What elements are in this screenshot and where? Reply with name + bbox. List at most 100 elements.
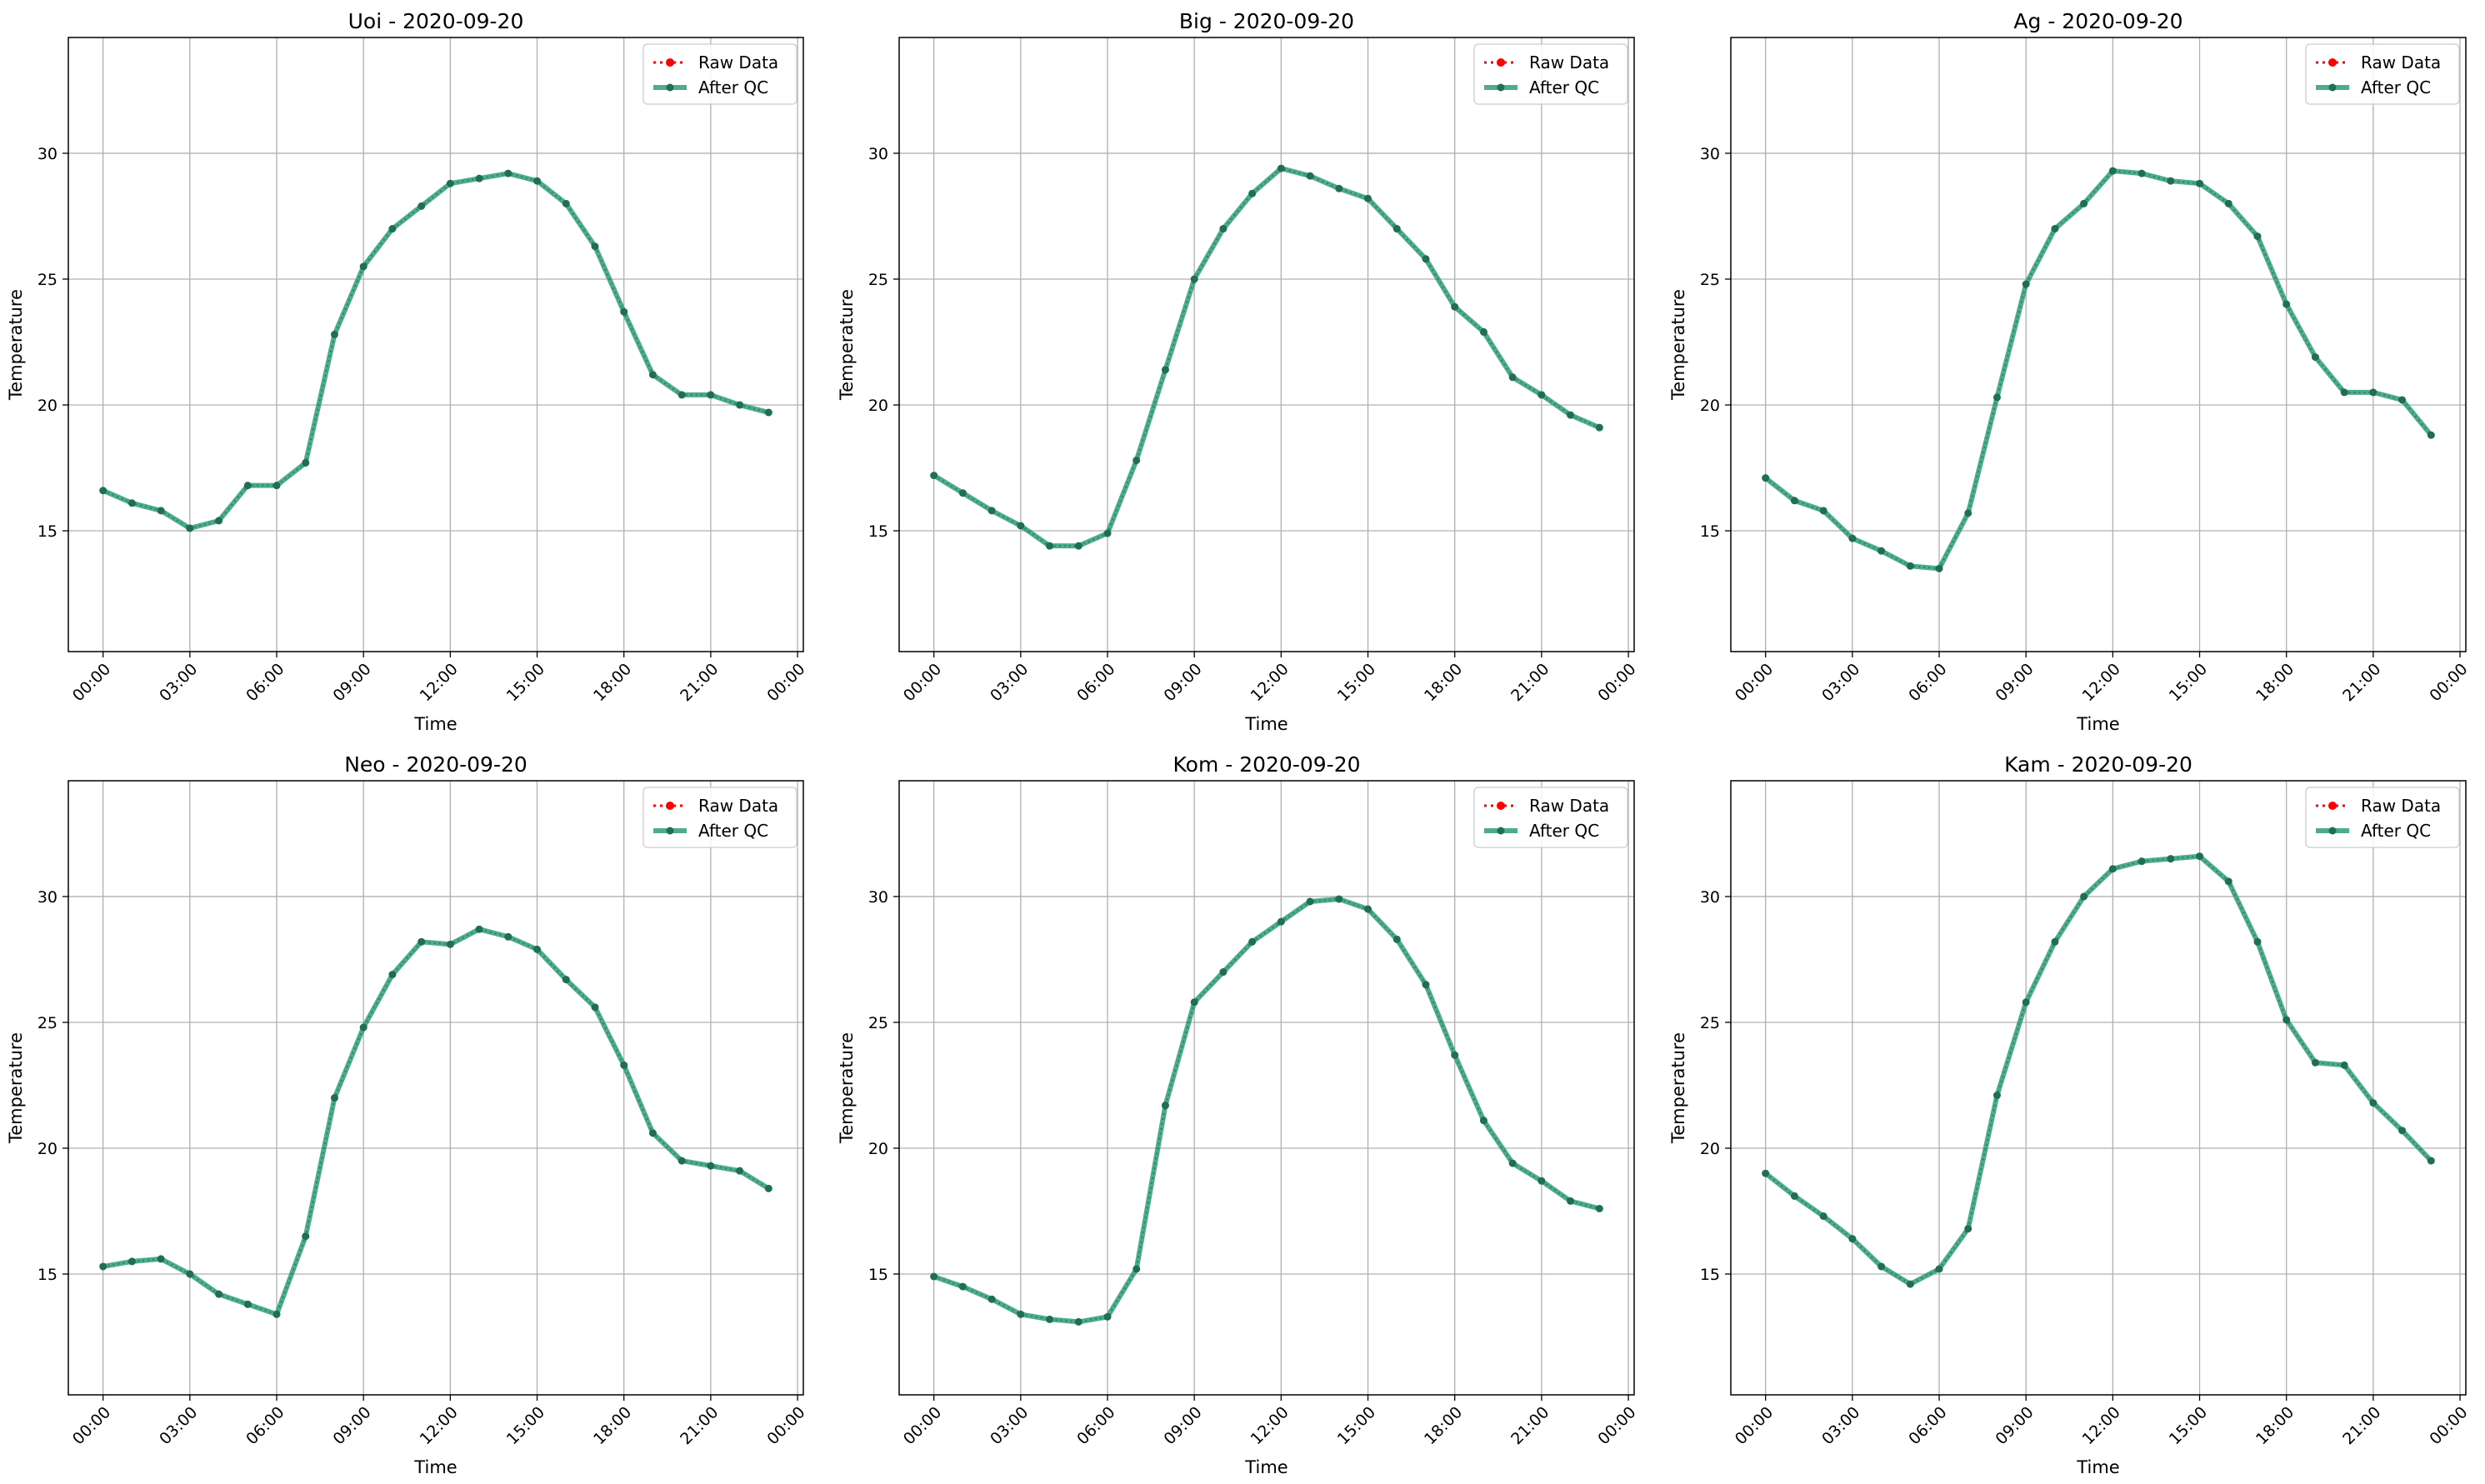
y-axis-label: Temperature	[1668, 289, 1688, 401]
point-raw-data	[2052, 227, 2057, 231]
point-raw-data	[2168, 179, 2172, 183]
point-raw-data	[2342, 1063, 2347, 1067]
legend: Raw Data After QC	[1473, 787, 1628, 848]
y-tick-label: 20	[868, 1140, 888, 1158]
point-raw-data	[1395, 937, 1399, 942]
legend: Raw Data After QC	[2305, 787, 2460, 848]
point-raw-data	[2371, 390, 2375, 394]
x-tick-label: 18:00	[1421, 1403, 1466, 1448]
legend: Raw Data After QC	[642, 787, 798, 848]
series-line-raw-data	[1765, 855, 2432, 1286]
y-tick-label: 30	[38, 888, 58, 907]
point-raw-data	[246, 1302, 250, 1307]
point-raw-data	[651, 1131, 655, 1135]
point-raw-data	[1511, 1162, 1515, 1166]
x-tick-label: 09:00	[1160, 660, 1205, 705]
x-tick-label: 06:00	[242, 660, 288, 705]
x-tick-label: 15:00	[1334, 660, 1379, 705]
series-line-raw-data	[933, 167, 1600, 547]
x-tick-label: 03:00	[987, 1403, 1032, 1448]
x-tick-label: 21:00	[677, 1403, 722, 1448]
point-raw-data	[1337, 187, 1341, 191]
point-raw-data	[680, 1159, 684, 1163]
legend-after-qc-label: After QC	[1529, 821, 1599, 841]
point-raw-data	[1163, 1103, 1168, 1107]
point-raw-data	[1482, 1118, 1486, 1122]
point-raw-data	[130, 501, 134, 505]
x-tick-label: 06:00	[1073, 660, 1118, 705]
axes-frame	[898, 780, 1635, 1396]
x-tick-label: 21:00	[677, 660, 722, 705]
point-raw-data	[2342, 390, 2347, 394]
legend-raw-data-label: Raw Data	[698, 796, 778, 816]
point-raw-data	[448, 942, 452, 947]
y-tick-label: 15	[1700, 522, 1720, 541]
y-tick-label: 20	[1700, 397, 1720, 415]
point-raw-data	[1134, 458, 1138, 462]
point-raw-data	[738, 1169, 742, 1173]
point-raw-data	[1568, 1199, 1572, 1203]
point-raw-data	[1366, 907, 1370, 912]
point-raw-data	[708, 392, 712, 397]
point-raw-data	[990, 508, 994, 512]
legend-after-qc-marker	[2328, 827, 2337, 835]
y-tick-label: 15	[38, 1266, 58, 1284]
point-raw-data	[1423, 982, 1428, 987]
x-axis-label: Time	[2076, 714, 2119, 734]
point-raw-data	[246, 483, 250, 487]
point-raw-data	[767, 411, 771, 415]
x-tick-label: 15:00	[1334, 1403, 1379, 1448]
point-raw-data	[2313, 1061, 2318, 1065]
point-raw-data	[592, 1005, 597, 1009]
legend-raw-data-marker	[2328, 58, 2337, 67]
series-line-after-qc	[102, 927, 770, 1317]
point-raw-data	[506, 172, 510, 176]
point-raw-data	[2227, 879, 2231, 883]
legend: Raw Data After QC	[642, 43, 798, 105]
point-raw-data	[1966, 511, 1970, 515]
point-raw-data	[1568, 413, 1572, 417]
point-raw-data	[419, 204, 423, 208]
point-raw-data	[390, 972, 394, 977]
point-raw-data	[2082, 894, 2086, 898]
subplot-5: 00:00 03:00 06:00 09:00 12:00 15:00 18:00 21:00…	[837, 752, 1640, 1477]
point-raw-data	[1792, 1194, 1797, 1198]
series-line-after-qc	[932, 896, 1601, 1325]
y-tick-label: 15	[38, 522, 58, 541]
point-raw-data	[303, 461, 308, 465]
subplot-1: 00:00 03:00 06:00 09:00 12:00 15:00 18:00 21:00…	[6, 9, 809, 734]
legend-after-qc-label: After QC	[2361, 77, 2431, 97]
x-tick-label: 21:00	[1508, 1403, 1552, 1448]
point-raw-data	[2082, 202, 2086, 206]
legend-raw-data-marker	[666, 58, 674, 67]
point-raw-data	[2429, 1159, 2433, 1163]
legend-raw-data-marker	[2328, 802, 2337, 810]
subplot-title: Neo - 2020-09-20	[344, 752, 528, 777]
point-raw-data	[1366, 197, 1370, 201]
y-tick-label: 25	[868, 1014, 888, 1032]
point-raw-data	[1598, 1207, 1602, 1211]
point-raw-data	[1452, 1053, 1457, 1057]
point-raw-data	[2198, 182, 2202, 186]
point-raw-data	[1850, 1237, 1854, 1241]
point-raw-data	[1966, 1227, 1970, 1231]
point-raw-data	[592, 244, 597, 248]
x-tick-label: 12:00	[1248, 1403, 1292, 1448]
point-raw-data	[2198, 854, 2202, 858]
y-tick-label: 25	[38, 271, 58, 289]
point-raw-data	[961, 1285, 965, 1289]
x-tick-label: 00:00	[1732, 1403, 1777, 1448]
x-axis-label: Time	[2076, 1457, 2119, 1477]
point-raw-data	[390, 227, 394, 231]
point-raw-data	[1879, 549, 1883, 553]
point-raw-data	[535, 179, 539, 183]
x-tick-label: 00:00	[1732, 660, 1777, 705]
point-raw-data	[2284, 302, 2288, 307]
x-tick-label: 09:00	[1992, 660, 2037, 705]
point-raw-data	[1938, 1267, 1942, 1271]
point-raw-data	[275, 1312, 279, 1317]
point-raw-data	[1308, 174, 1312, 178]
point-raw-data	[1048, 1317, 1052, 1322]
y-tick-label: 20	[38, 1140, 58, 1158]
